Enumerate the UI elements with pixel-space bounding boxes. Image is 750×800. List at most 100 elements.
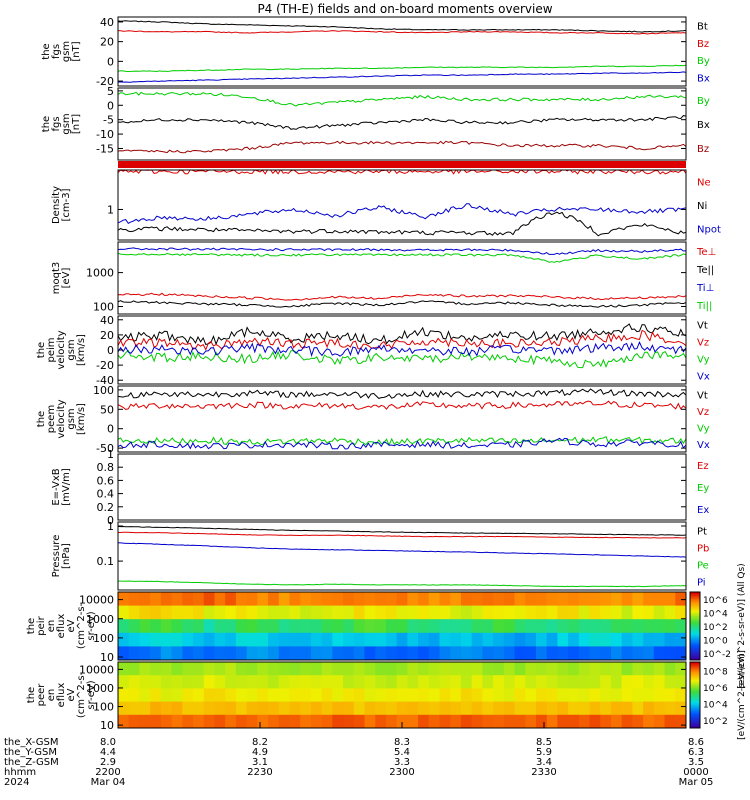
heatmap-cell	[160, 688, 173, 703]
heatmap-cell	[332, 675, 344, 689]
heatmap-cell	[171, 688, 183, 703]
heatmap-cell	[546, 714, 558, 728]
heatmap-cell	[535, 619, 548, 634]
heatmap-cell	[118, 646, 130, 660]
colorbar-cell	[690, 617, 700, 620]
series-line-Ni	[118, 211, 686, 237]
panel-10: 10000 1000 100 10 the peer en eflux eV (cm^2-s-sr…	[26, 661, 687, 732]
heatmap-cell	[321, 605, 333, 620]
heatmap-cell	[310, 688, 323, 703]
colorbar-cell	[690, 680, 700, 683]
heatmap-cell	[407, 714, 419, 728]
colorbar-cell	[690, 636, 700, 639]
panel-frame	[117, 385, 687, 453]
heatmap-cell	[160, 592, 173, 607]
heatmap-cell	[182, 701, 194, 716]
legend-label: Vt	[697, 390, 708, 401]
heatmap-cell	[171, 619, 183, 634]
heatmap-cell	[268, 632, 280, 647]
y-axis-label: [nPa]	[61, 543, 72, 569]
heatmap-cell	[514, 675, 526, 689]
heatmap-cell	[246, 714, 258, 728]
heatmap-cell	[600, 592, 612, 607]
legend-label: Bz	[697, 39, 709, 50]
heatmap-cell	[343, 646, 355, 660]
heatmap-cell	[643, 701, 655, 716]
heatmap-cell	[246, 632, 258, 647]
heatmap-cell	[664, 619, 676, 634]
heatmap-cell	[675, 714, 686, 728]
heatmap-cell	[578, 632, 591, 647]
heatmap-cell	[289, 632, 301, 647]
colorbar-cell	[690, 624, 700, 627]
x-tick-label: 0000	[683, 767, 708, 778]
heatmap-cell	[128, 714, 141, 728]
colorbar-cell	[690, 644, 700, 647]
x-tick-label: 2.9	[100, 757, 116, 768]
heatmap-cell	[203, 714, 216, 728]
heatmap-cell	[557, 646, 569, 660]
heatmap-cell	[321, 714, 333, 728]
legend-label: By	[697, 56, 710, 67]
heatmap-cell	[375, 605, 387, 620]
panel-frame	[117, 169, 687, 241]
series-line-By	[118, 64, 686, 73]
heatmap-cell	[503, 619, 516, 634]
heatmap-cell	[568, 592, 580, 607]
heatmap-cell	[182, 592, 194, 607]
y-tick-label: 0.8	[97, 461, 115, 474]
heatmap-cell	[321, 632, 333, 647]
x-tick-label: 4.4	[100, 747, 116, 758]
heatmap-cell	[407, 592, 419, 607]
heatmap-cell	[364, 646, 376, 660]
heatmap-cell	[482, 701, 494, 716]
colorbar-cell	[690, 603, 700, 607]
colorbar-cell	[690, 656, 700, 659]
x-tick-label: Mar 04	[91, 777, 126, 788]
panel-frame	[117, 315, 687, 385]
heatmap-cell	[450, 605, 462, 620]
heatmap-cell	[343, 662, 355, 676]
heatmap-cell	[278, 714, 291, 728]
colorbar-cell	[690, 595, 700, 598]
panel-frame	[117, 16, 687, 87]
heatmap-cell	[193, 714, 205, 728]
panel-data	[118, 247, 686, 308]
heatmap-cell	[182, 662, 194, 676]
heatmap-cell	[300, 632, 312, 647]
colorbar-frame	[689, 661, 701, 729]
heatmap-cell	[235, 714, 248, 728]
heatmap-cell	[643, 619, 655, 634]
heatmap-cell	[621, 592, 634, 607]
colorbar-cell	[690, 696, 700, 699]
heatmap-cell	[460, 688, 473, 703]
series-line-Bx	[118, 115, 686, 130]
heatmap-cell	[257, 714, 269, 728]
heatmap-cell	[568, 662, 580, 676]
heatmap-cell	[514, 714, 526, 728]
heatmap-cell	[289, 714, 301, 728]
heatmap-cell	[632, 662, 644, 676]
heatmap-cell	[160, 675, 173, 689]
heatmap-cell	[343, 592, 355, 607]
heatmap-cell	[396, 701, 408, 716]
heatmap-cell	[525, 646, 537, 660]
heatmap-cell	[557, 701, 569, 716]
heatmap-cell	[503, 646, 516, 660]
y-axis-label: eflux	[56, 683, 67, 708]
heatmap-cell	[664, 662, 676, 676]
heatmap-cell	[246, 688, 258, 703]
heatmap-cell	[600, 646, 612, 660]
heatmap-cell	[428, 688, 441, 703]
colorbar-cell	[690, 631, 700, 634]
colorbar-tick-label: 10^-2	[703, 650, 731, 660]
y-tick-label: 20	[100, 329, 114, 342]
y-tick-label: 10000	[79, 663, 114, 676]
heatmap-cell	[332, 662, 344, 676]
heatmap-cell	[675, 605, 686, 620]
heatmap-cell	[139, 592, 151, 607]
colorbar-cell	[690, 610, 700, 613]
heatmap-cell	[278, 662, 291, 676]
y-axis-label: eV	[66, 688, 77, 701]
x-tick-label: 6.3	[688, 747, 704, 758]
